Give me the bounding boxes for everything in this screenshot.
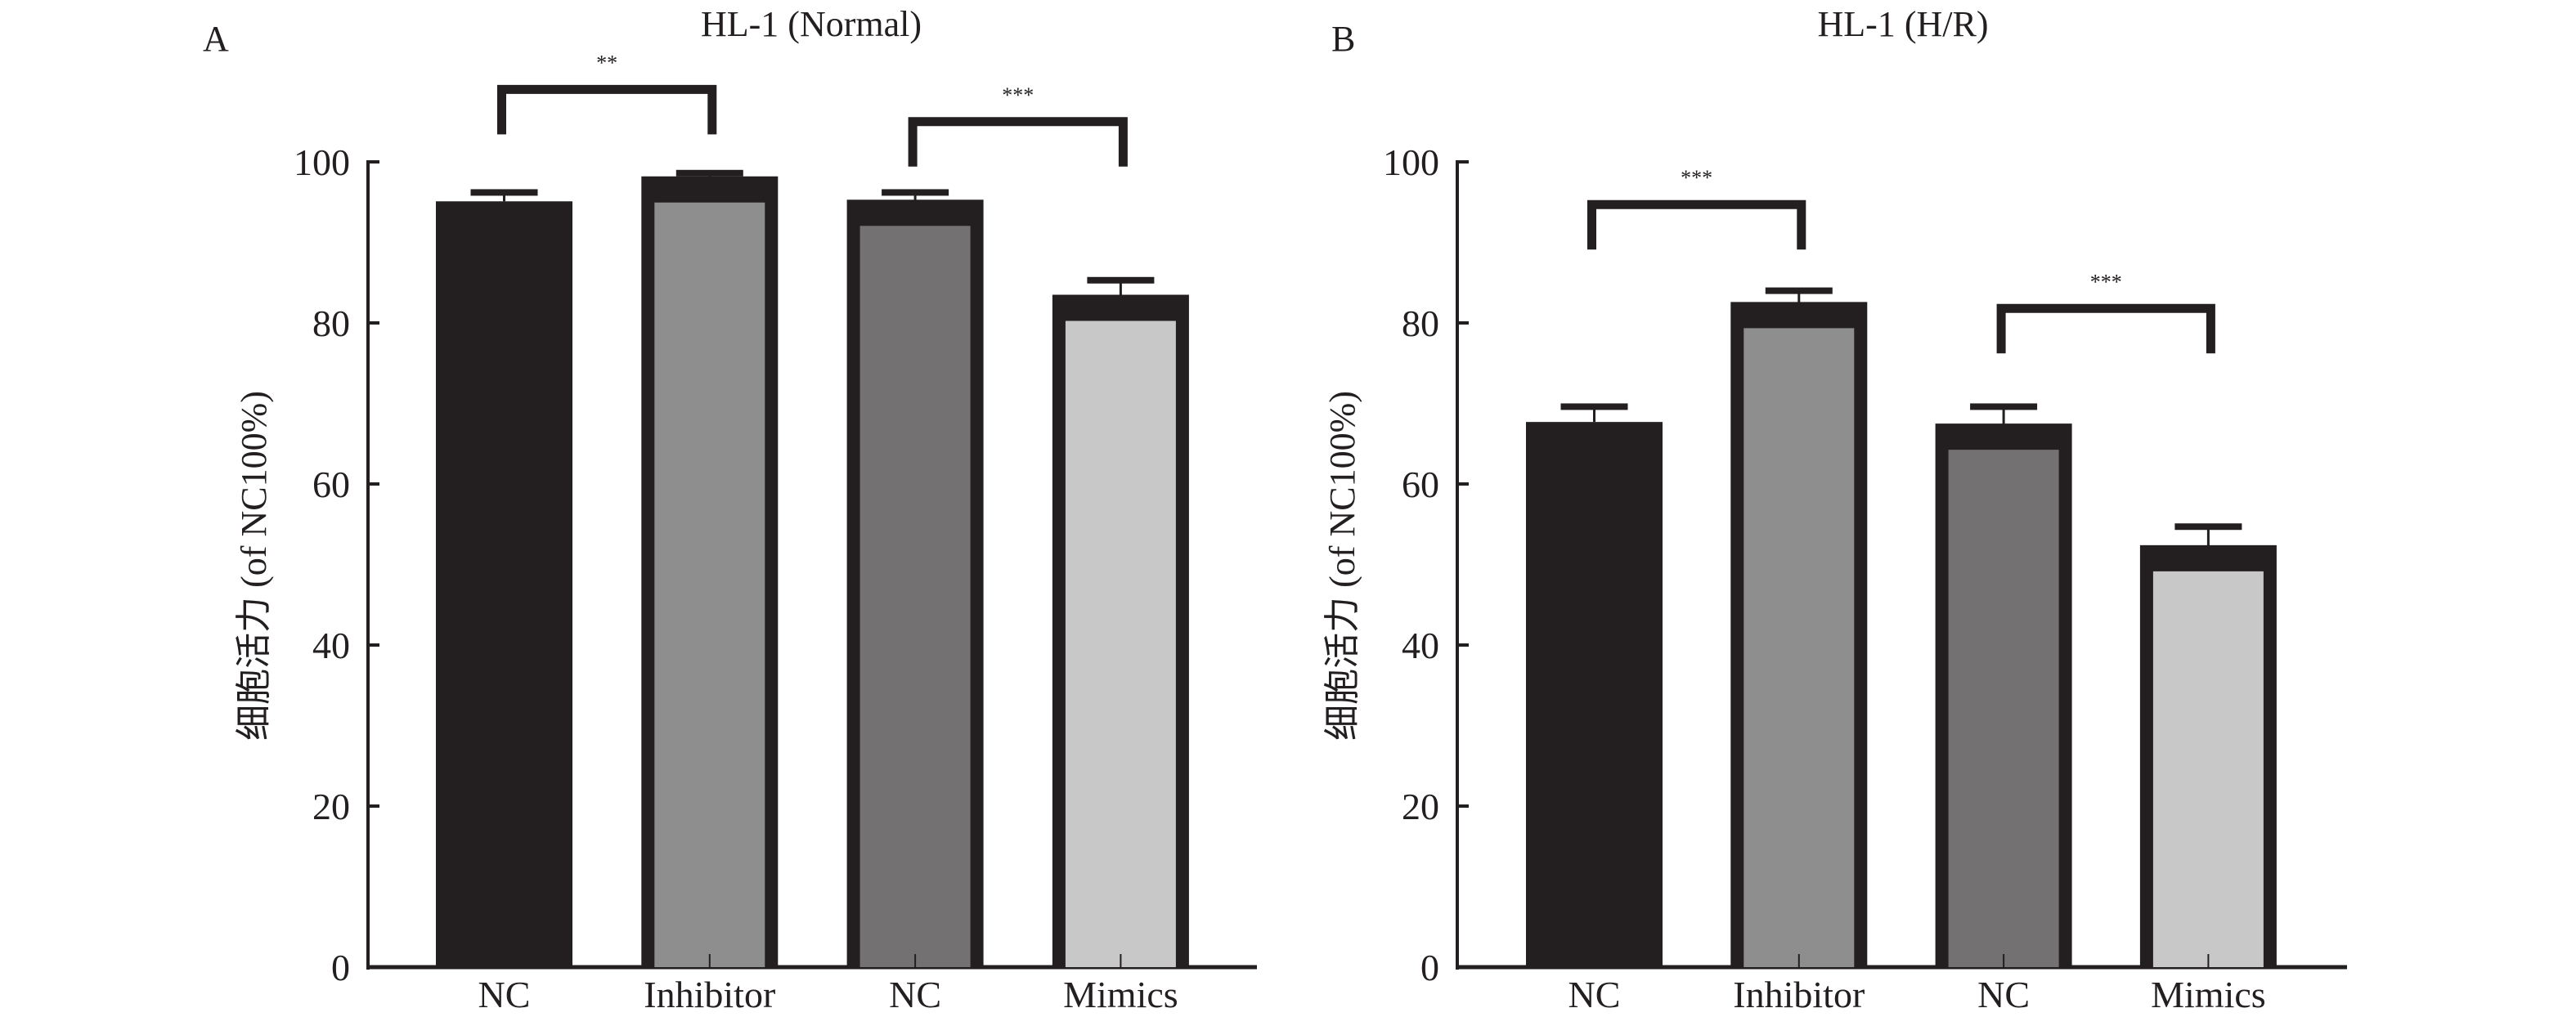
y-tick-label-a-0: 0: [331, 947, 350, 988]
y-tick-label-b-80: 80: [1402, 302, 1439, 344]
significance-bracket-b-1: [1996, 303, 2215, 354]
y-tick-label-b-40: 40: [1402, 625, 1439, 666]
bar-fill-a-1: [654, 202, 765, 968]
y-tick-label-a-20: 20: [312, 786, 350, 827]
error-cap-a-3: [1087, 276, 1155, 284]
bar-fill-b-3: [2152, 571, 2264, 967]
bar-fill-b-2: [1948, 450, 2059, 967]
bar-b-0: [1526, 422, 1663, 967]
error-cap-b-1: [1765, 287, 1833, 294]
bar-fill-b-1: [1744, 328, 1855, 967]
bar-a-0: [436, 201, 572, 967]
x-tick-label-b-2: NC: [1977, 974, 2030, 1015]
bar-fill-a-3: [1065, 320, 1176, 967]
significance-bracket-a-1: [908, 117, 1128, 167]
x-tick-label-a-1: Inhibitor: [644, 974, 775, 1015]
x-tick-label-a-2: NC: [889, 974, 941, 1015]
bar-fill-a-2: [859, 226, 971, 967]
x-tick-label-a-0: NC: [478, 974, 531, 1015]
significance-bracket-a-0: [497, 84, 717, 135]
x-tick-label-a-3: Mimics: [1063, 974, 1178, 1015]
panel-label-b: B: [1331, 19, 1355, 59]
y-tick-label-a-40: 40: [312, 625, 350, 666]
significance-label-b-1: ***: [2090, 270, 2122, 293]
y-tick-label-b-0: 0: [1420, 947, 1439, 988]
chart-title-b: HL-1 (H/R): [1818, 4, 1989, 44]
error-cap-b-2: [1970, 403, 2038, 410]
y-tick-label-b-100: 100: [1383, 141, 1439, 183]
significance-bracket-b-0: [1587, 199, 1806, 250]
error-cap-b-3: [2174, 523, 2242, 531]
y-tick-label-a-80: 80: [312, 302, 350, 344]
y-axis-label-b: 细胞活力 (of NC100%): [1322, 391, 1362, 741]
x-tick-label-b-3: Mimics: [2151, 974, 2266, 1015]
chart-title-a: HL-1 (Normal): [701, 4, 922, 44]
significance-label-a-1: ***: [1002, 83, 1034, 107]
x-tick-label-b-1: Inhibitor: [1733, 974, 1865, 1015]
error-cap-b-0: [1560, 403, 1628, 410]
panel-label-a: A: [203, 19, 229, 59]
y-tick-label-a-60: 60: [312, 464, 350, 505]
error-cap-a-0: [470, 189, 538, 196]
y-axis-label-a: 细胞活力 (of NC100%): [234, 391, 274, 741]
x-tick-label-b-0: NC: [1568, 974, 1621, 1015]
significance-label-b-0: ***: [1681, 166, 1712, 190]
error-cap-a-2: [882, 189, 949, 196]
y-tick-label-a-100: 100: [294, 141, 350, 183]
y-tick-label-b-20: 20: [1402, 786, 1439, 827]
error-cap-a-1: [675, 169, 743, 177]
y-tick-label-b-60: 60: [1402, 464, 1439, 505]
plot-area-b: 0 20 40 60 80 100 NC Inhibitor NC Mimics *** ***: [1383, 141, 2347, 1015]
significance-label-a-0: **: [596, 51, 617, 74]
